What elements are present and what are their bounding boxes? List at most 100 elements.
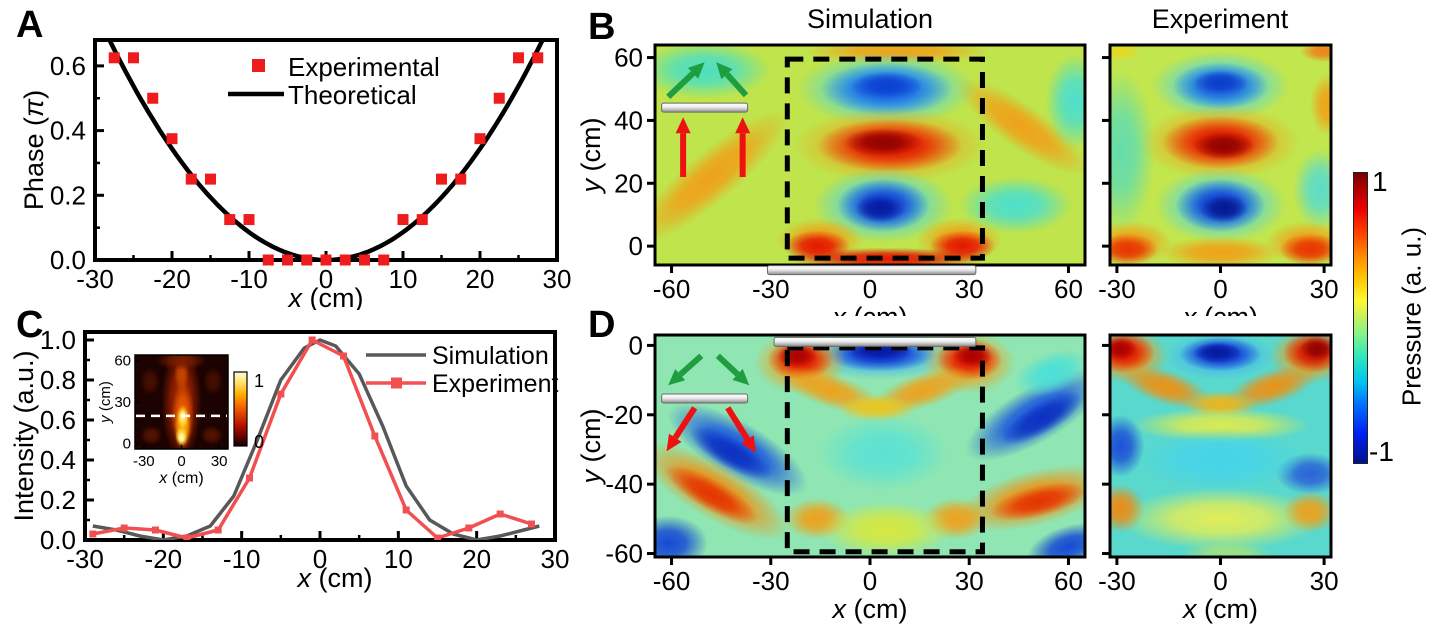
legend-experimental: Experimental [288,52,440,82]
inset-cbar-min: 0 [254,432,264,452]
b-exp-xtick: 0 [1213,274,1227,304]
column-title-simulation: Simulation [806,4,934,34]
a-ytick: 0.4 [50,116,86,146]
pressure-colorbar [1353,172,1368,464]
d-exp-xtick: -30 [1098,566,1136,596]
d-sim-xtick: 30 [955,566,984,596]
panel-b-plots: -60 -30 0 30 60 0 20 40 60 x (cm) y (cm) -30 0 30 x (c… [580,43,1339,316]
panel-label-a: A [16,4,44,46]
d-sim-xtick: 0 [863,566,877,596]
inset-xtick: -30 [133,453,155,470]
a-ytick: 0.0 [50,245,86,275]
c-xtick: 30 [541,544,570,574]
d-sim-ytick: -40 [605,469,643,499]
d-sim-xlabel: x (cm) [831,594,908,624]
b-sim-xtick: -60 [653,274,691,304]
d-sim-axes: -60 -30 0 30 60 0 -20 -40 -60 x (cm) y (cm) [580,330,1083,624]
c-ylabel: Intensity (a.u.) [9,350,39,521]
c-ytick: 1.0 [40,325,76,355]
b-sim-xtick: 30 [955,274,984,304]
b-exp-axes: -30 0 30 x (cm) [1098,56,1339,316]
metasurface-bar [766,265,977,276]
d-sim-ytick: 0 [629,330,643,360]
inset-xtick: 30 [211,453,228,470]
panel-c-plot: -30 -20 -10 0 10 20 300.00.20.40.60.81.0x (cm)… [9,325,569,593]
c-ytick: 0.6 [40,405,76,435]
a-ytick: 0.6 [50,51,86,81]
d-sim-xtick: -30 [752,566,790,596]
experiment-line [89,336,535,540]
panel-label-c: C [16,304,44,346]
c-xtick: 0 [313,544,327,574]
d-sim-ytick: -60 [605,539,643,569]
c-ytick: 0.2 [40,485,76,515]
a-xtick: -20 [153,264,191,294]
inset-xtick: 0 [177,453,185,470]
d-sim-ytick: -20 [605,400,643,430]
d-sim-xtick: -60 [653,566,691,596]
a-xtick: 20 [466,264,495,294]
d-exp-xtick: 30 [1310,566,1339,596]
b-exp-xtick: -30 [1098,274,1136,304]
b-sim-field [655,45,1085,265]
panel-c-frame [83,330,557,542]
a-xlabel: x (cm) [287,283,364,310]
c-xlabel: x (cm) [296,563,373,593]
a-xtick: -10 [230,264,268,294]
a-xtick: 30 [543,264,572,294]
c-ytick: 0.0 [40,525,76,555]
a-xtick: 0 [319,264,333,294]
b-exp-xlabel: x (cm) [1181,302,1258,316]
d-exp-xlabel: x (cm) [1181,594,1258,624]
a-xtick: -30 [76,264,114,294]
b-sim-ytick: 0 [629,231,643,261]
d-sim-field [655,335,1085,557]
c-ytick: 0.8 [40,365,76,395]
a-ytick: 0.2 [50,180,86,210]
b-sim-xtick: 0 [863,274,877,304]
d-exp-axes: -30 0 30 x (cm) [1098,343,1339,624]
d-exp-xtick: 0 [1213,566,1227,596]
inset-ytick: 30 [114,394,131,411]
red-wave-arrow [725,406,756,453]
d-sim-wave-arrows [666,353,756,453]
metasurface-bar [661,393,749,404]
legend-marker-experimental [252,59,265,72]
b-sim-xtick: 60 [1054,274,1083,304]
legend-simulation: Simulation [432,342,549,370]
a-xtick: 10 [389,264,418,294]
c-ytick: 0.4 [40,445,76,475]
d-sim-roi-box [784,345,985,555]
b-sim-ylabel: y (cm) [580,118,606,195]
b-exp-xtick: 30 [1310,274,1339,304]
inset-ytick: 0 [123,435,131,452]
d-exp-field [1110,335,1331,557]
d-sim-xtick: 60 [1054,566,1083,596]
inset-cbar-max: 1 [254,371,264,391]
panel-c-axes: -30 -20 -10 0 10 20 300.00.20.40.60.81.0x (cm)… [9,325,569,593]
c-inset-colorbar [233,371,248,447]
c-xtick: -10 [223,544,261,574]
legend-experiment: Experiment [432,370,558,398]
red-wave-arrow [666,406,698,452]
b-sim-xlabel: x (cm) [831,302,908,316]
green-wave-arrow [668,353,704,386]
panel-a-plot: -30 -20 -10 0 10 20 30 0.0 0.2 0.4 0.6 x (cm) Phase … [19,38,572,310]
c-xtick: 20 [462,544,491,574]
panel-d-plots: -60 -30 0 30 60 0 -20 -40 -60 x (cm) y (cm) -30 0 30 x… [580,330,1339,624]
colorbar-label: Pressure (a. u.) [1396,226,1427,407]
green-wave-arrow [666,62,705,100]
inset-ytick: 60 [114,353,131,370]
c-xtick: -30 [66,544,104,574]
a-ylabel: Phase (π) [19,90,49,210]
legend-theoretical: Theoretical [288,80,417,110]
metasurface-bar [773,336,977,347]
b-sim-xtick: -30 [752,274,790,304]
simulation-line [92,338,540,540]
experimental-points [108,52,544,266]
colorbar-min-tick: -1 [1369,436,1394,467]
green-wave-arrow [716,62,749,98]
